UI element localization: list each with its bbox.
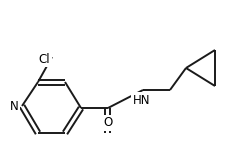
Text: HN: HN: [133, 93, 150, 107]
Text: O: O: [103, 117, 112, 129]
Text: Cl: Cl: [38, 53, 50, 66]
Text: N: N: [10, 100, 18, 112]
